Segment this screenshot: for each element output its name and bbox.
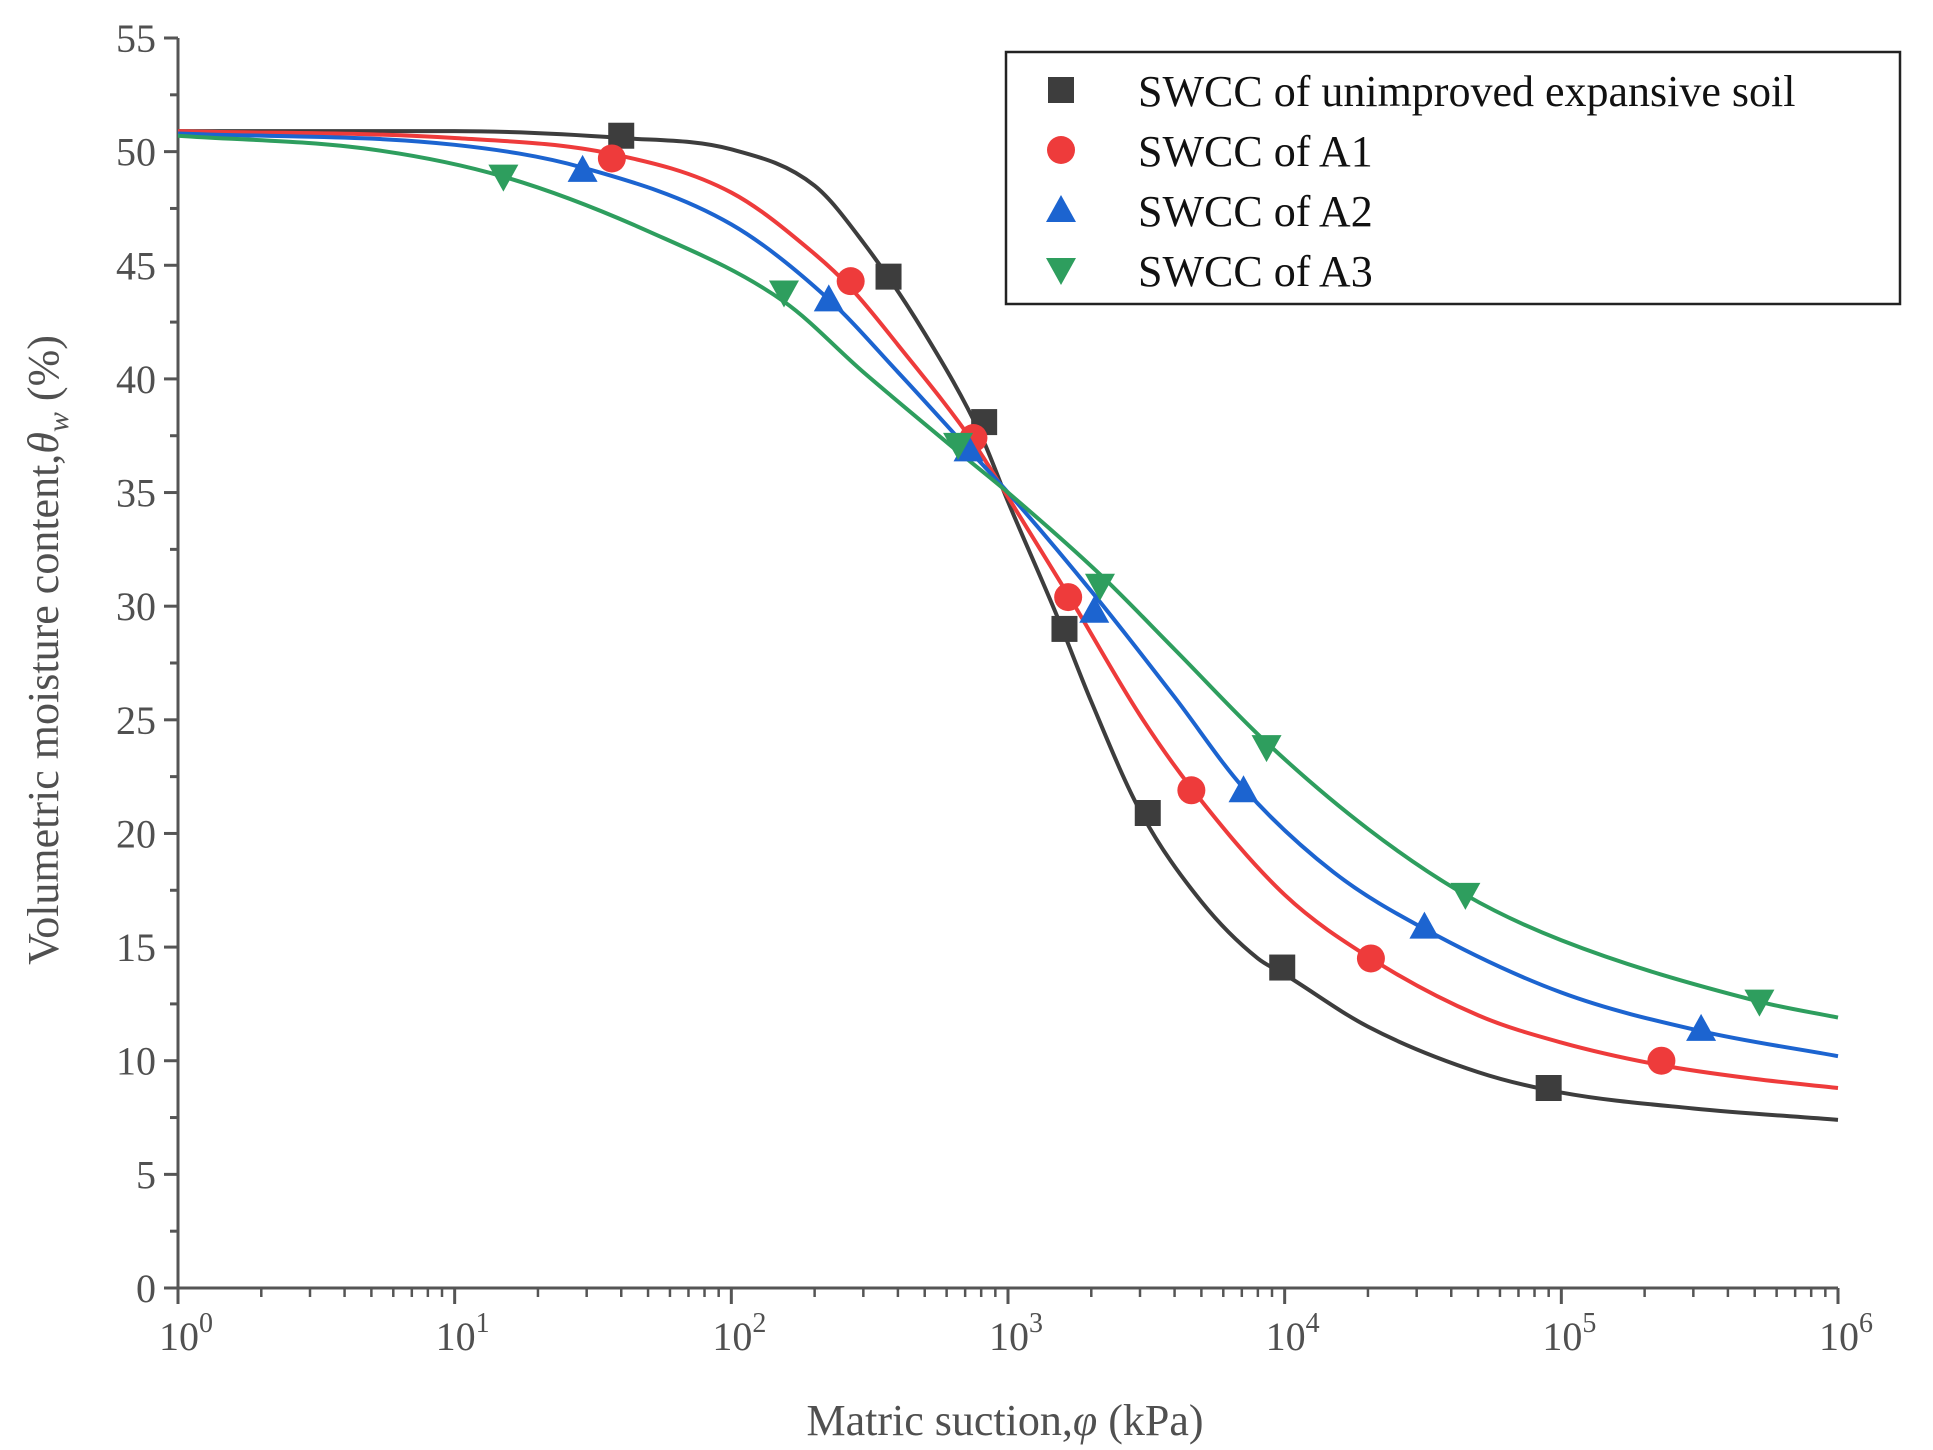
data-point xyxy=(1450,882,1481,910)
legend: SWCC of unimproved expansive soil SWCC of… xyxy=(1004,50,1902,306)
x-tick-label: 103 xyxy=(989,1308,1043,1359)
data-point xyxy=(813,284,844,312)
y-tick-label: 10 xyxy=(116,1039,156,1084)
y-tick-label: 55 xyxy=(116,16,156,61)
data-markers xyxy=(488,122,1775,1101)
legend-marker xyxy=(1047,136,1075,164)
x-tick-label: 101 xyxy=(436,1308,490,1359)
data-point xyxy=(1409,911,1440,939)
legend-marker xyxy=(1048,77,1074,103)
x-tick-label: 106 xyxy=(1819,1308,1873,1359)
data-point xyxy=(1686,1013,1717,1041)
data-point xyxy=(1051,615,1078,642)
data-point xyxy=(1177,776,1206,805)
data-point xyxy=(488,164,519,192)
data-point xyxy=(1054,583,1083,612)
axes: 0 5 10 15 20 25 30 35 40 45 50 55 100 101 102 103 104 105… xyxy=(116,16,1873,1359)
y-tick-label: 50 xyxy=(116,130,156,175)
data-point xyxy=(1228,775,1259,803)
x-tick-label: 102 xyxy=(712,1308,766,1359)
data-point xyxy=(567,154,598,182)
y-axis-title: Volumetric moisture content,θw (%) xyxy=(19,335,75,965)
y-tick-label: 30 xyxy=(116,584,156,629)
legend-label: SWCC of A1 xyxy=(1138,127,1373,176)
data-point xyxy=(943,432,974,460)
legend-label: SWCC of A3 xyxy=(1138,247,1373,296)
fitted-curve-2 xyxy=(177,131,1839,1059)
data-point xyxy=(1251,735,1282,763)
data-point xyxy=(836,267,865,296)
x-tick-label: 100 xyxy=(159,1308,213,1359)
x-axis-title: Matric suction,φ (kPa) xyxy=(806,1396,1203,1445)
legend-marker xyxy=(1046,258,1076,285)
y-tick-label: 20 xyxy=(116,811,156,856)
legend-box xyxy=(1004,50,1902,306)
y-tick-label: 40 xyxy=(116,357,156,402)
legend-label: SWCC of A2 xyxy=(1138,187,1373,236)
data-point xyxy=(1134,800,1161,826)
legend-label: SWCC of unimproved expansive soil xyxy=(1138,67,1796,116)
data-point xyxy=(608,122,635,149)
data-point xyxy=(953,434,984,462)
data-point xyxy=(1269,954,1296,981)
y-tick-label: 35 xyxy=(116,471,156,516)
data-point xyxy=(1647,1046,1676,1075)
data-point xyxy=(1744,989,1775,1017)
data-point xyxy=(1084,573,1115,601)
legend-marker xyxy=(1046,195,1076,222)
data-point xyxy=(597,144,626,173)
fitted-curves xyxy=(177,129,1839,1122)
data-point xyxy=(875,263,902,290)
data-point xyxy=(1356,944,1385,973)
fitted-curve-3 xyxy=(177,133,1839,1020)
data-point xyxy=(1079,595,1110,623)
y-tick-label: 5 xyxy=(136,1152,156,1197)
y-tick-label: 45 xyxy=(116,243,156,288)
x-tick-label: 104 xyxy=(1266,1308,1320,1359)
data-point xyxy=(768,280,799,308)
x-tick-label: 105 xyxy=(1542,1308,1596,1359)
y-tick-label: 15 xyxy=(116,925,156,970)
y-tick-label: 25 xyxy=(116,698,156,743)
data-point xyxy=(1535,1075,1562,1101)
y-tick-label: 0 xyxy=(136,1266,156,1311)
